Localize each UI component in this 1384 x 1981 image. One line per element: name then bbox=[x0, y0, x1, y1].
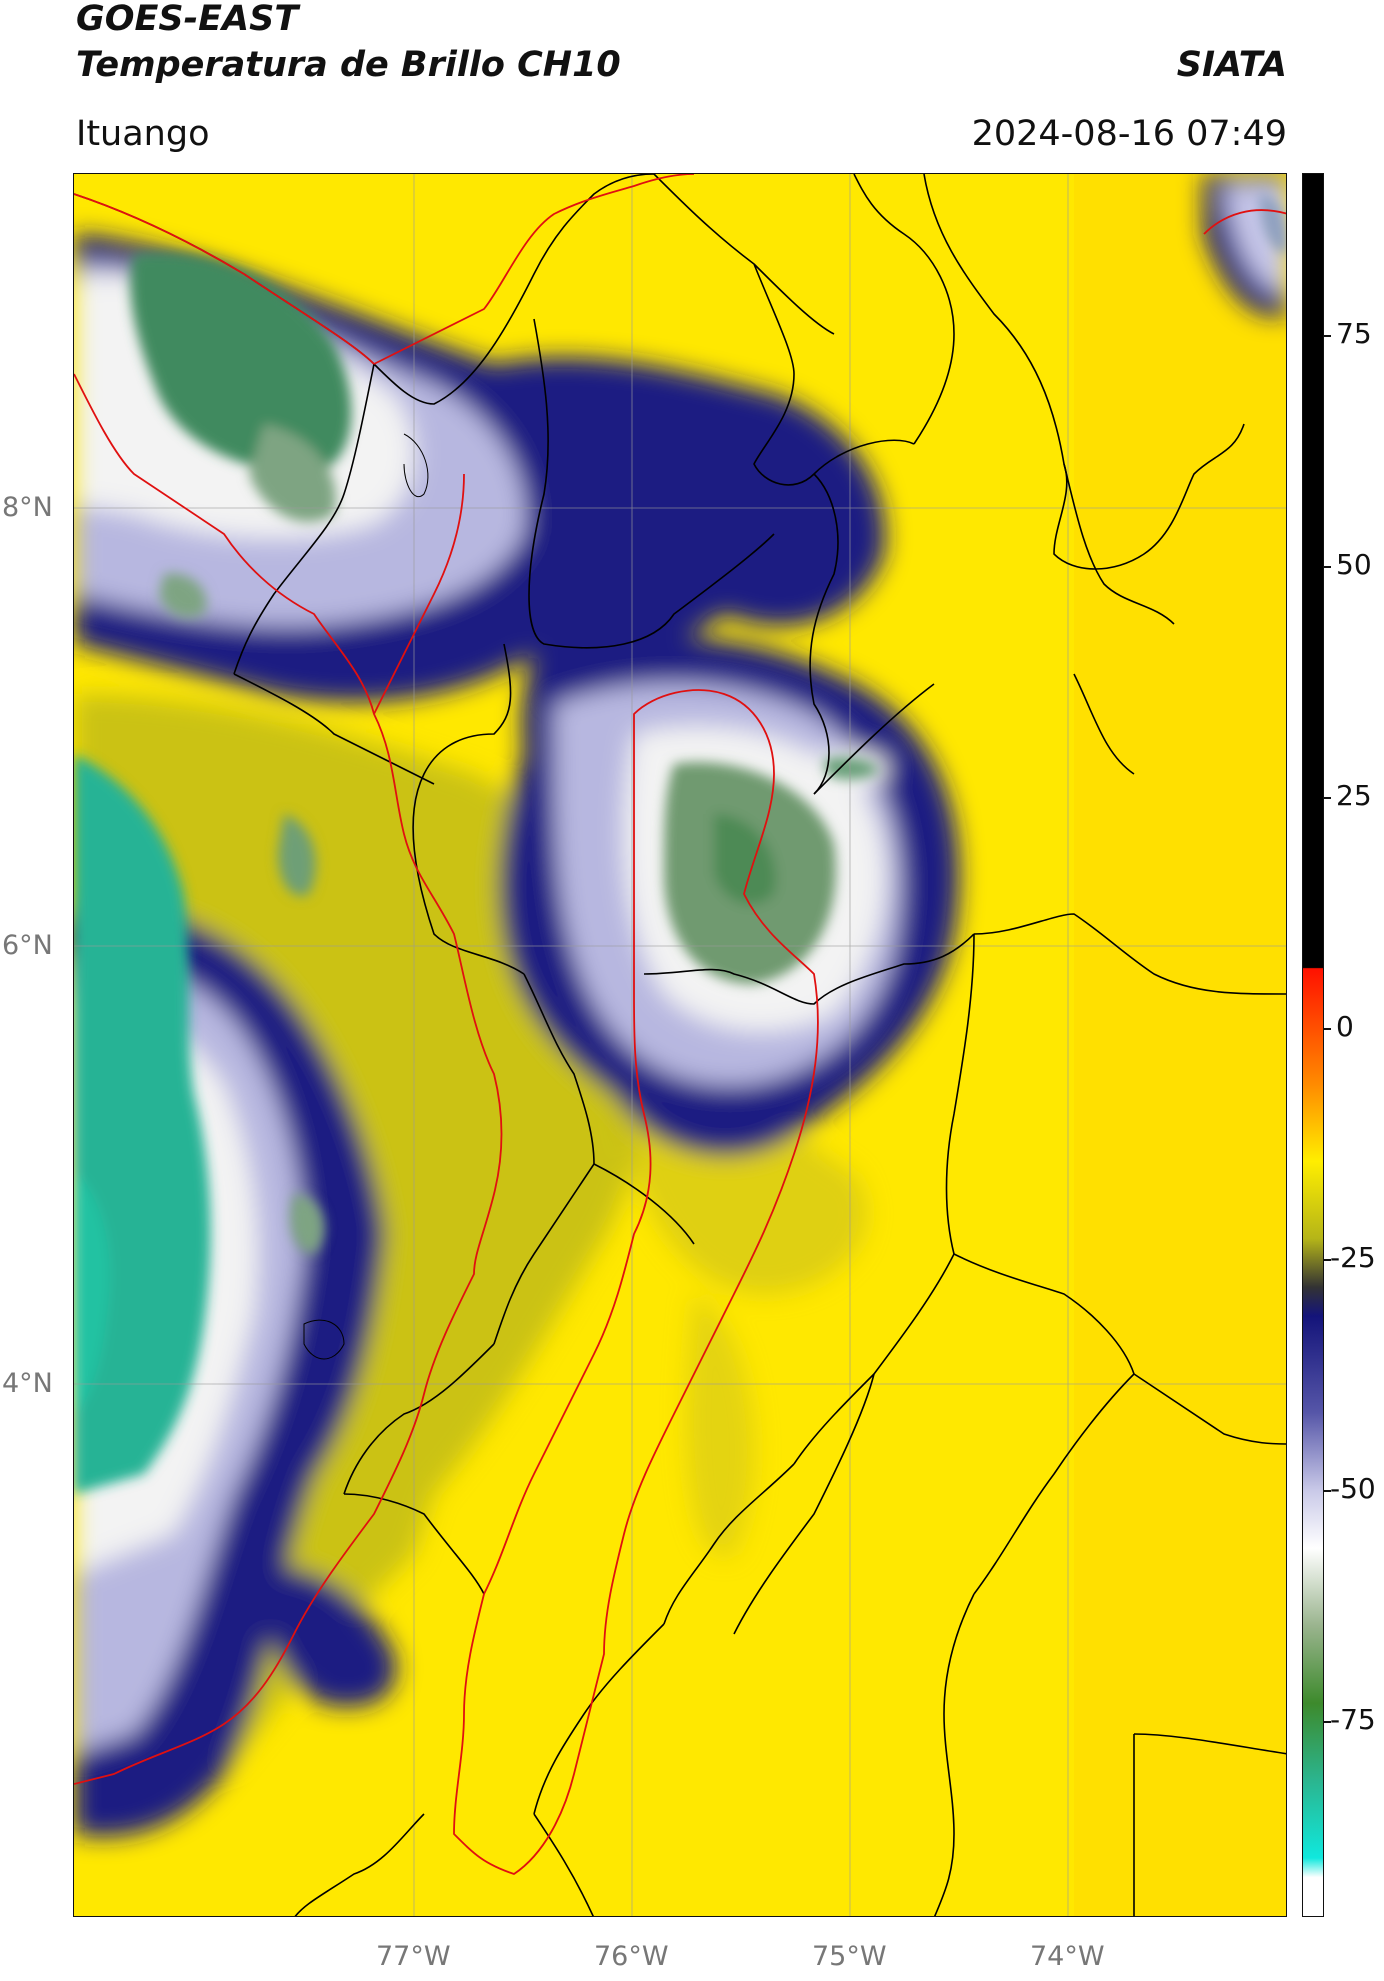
colorbar-label: 75 bbox=[1336, 317, 1372, 350]
brightness-temperature-field bbox=[74, 174, 1286, 1916]
lon-label-76W: 76°W bbox=[594, 1941, 669, 1972]
satellite-title: GOES-EAST bbox=[76, 0, 299, 39]
coastline-detail bbox=[303, 433, 429, 1360]
colorbar-label: 0 bbox=[1336, 1010, 1354, 1043]
colorbar-label: -50 bbox=[1330, 1472, 1376, 1505]
colorbar-tick bbox=[1324, 1490, 1331, 1492]
lat-label-4N: 4°N bbox=[2, 1368, 53, 1399]
colorbar-tick bbox=[1324, 797, 1331, 799]
ituango-region-border bbox=[74, 174, 1286, 1875]
datetime-label: 2024-08-16 07:49 bbox=[971, 114, 1287, 154]
temperature-colorbar bbox=[1302, 173, 1324, 1917]
colorbar-label: -75 bbox=[1330, 1703, 1376, 1736]
satellite-map bbox=[73, 173, 1287, 1917]
lat-label-6N: 6°N bbox=[2, 930, 53, 961]
lon-label-75W: 75°W bbox=[812, 1941, 887, 1972]
colorbar-label: 25 bbox=[1336, 779, 1372, 812]
map-canvas bbox=[74, 174, 1286, 1916]
product-title: Temperatura de Brillo CH10 bbox=[76, 45, 621, 85]
graticule bbox=[74, 174, 1286, 1916]
lon-label-74W: 74°W bbox=[1030, 1941, 1105, 1972]
organization-label: SIATA bbox=[1176, 45, 1287, 85]
colorbar-label: -25 bbox=[1330, 1241, 1376, 1274]
lon-label-77W: 77°W bbox=[376, 1941, 451, 1972]
location-label: Ituango bbox=[76, 114, 210, 154]
lat-label-8N: 8°N bbox=[2, 492, 53, 523]
colorbar-tick bbox=[1324, 1721, 1331, 1723]
colorbar-label: 50 bbox=[1336, 548, 1372, 581]
colorbar-tick bbox=[1324, 335, 1331, 337]
colorbar-tick bbox=[1324, 1028, 1331, 1030]
colorbar-tick bbox=[1324, 566, 1331, 568]
colorbar-tick bbox=[1324, 1259, 1331, 1261]
